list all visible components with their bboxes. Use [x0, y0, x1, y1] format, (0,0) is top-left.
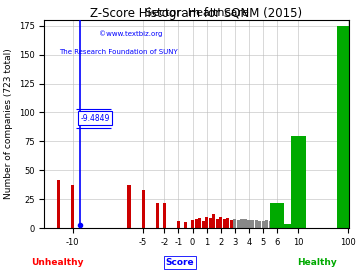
Text: Unhealthy: Unhealthy: [31, 258, 84, 267]
Text: The Research Foundation of SUNY: The Research Foundation of SUNY: [59, 49, 178, 55]
Text: ©www.textbiz.org: ©www.textbiz.org: [99, 30, 162, 37]
Bar: [291, 136, 306, 228]
Text: -9.4849: -9.4849: [81, 114, 110, 123]
Bar: [277, 222, 280, 228]
Bar: [343, 219, 354, 228]
Bar: [209, 218, 212, 228]
Bar: [269, 221, 272, 228]
Bar: [177, 221, 180, 228]
Bar: [288, 224, 291, 228]
Bar: [276, 222, 279, 228]
Bar: [284, 224, 287, 228]
Bar: [281, 222, 284, 228]
Bar: [71, 185, 74, 228]
Y-axis label: Number of companies (723 total): Number of companies (723 total): [4, 49, 13, 200]
Bar: [258, 221, 261, 228]
Bar: [216, 219, 219, 228]
Text: Score: Score: [166, 258, 194, 267]
Bar: [262, 221, 265, 228]
Bar: [194, 219, 198, 228]
Bar: [223, 219, 226, 228]
Bar: [219, 217, 222, 228]
Bar: [244, 219, 247, 228]
Bar: [296, 225, 299, 228]
Bar: [141, 190, 145, 228]
Bar: [255, 220, 258, 228]
Bar: [247, 220, 251, 228]
Bar: [289, 224, 292, 228]
Bar: [127, 185, 131, 228]
Bar: [233, 219, 237, 228]
Bar: [265, 220, 268, 228]
Bar: [198, 218, 201, 228]
Title: Z-Score Histogram for SQNM (2015): Z-Score Histogram for SQNM (2015): [90, 7, 303, 20]
Bar: [294, 225, 297, 228]
Bar: [202, 221, 205, 228]
Bar: [57, 180, 60, 228]
Bar: [286, 224, 289, 228]
Bar: [278, 222, 282, 228]
Bar: [163, 203, 166, 228]
Bar: [184, 222, 187, 228]
Bar: [292, 225, 295, 228]
Bar: [290, 225, 293, 228]
Bar: [282, 224, 285, 228]
Bar: [285, 224, 288, 228]
Text: Healthy: Healthy: [297, 258, 337, 267]
Bar: [293, 225, 296, 228]
Bar: [240, 219, 244, 228]
Bar: [337, 26, 359, 228]
Bar: [156, 203, 159, 228]
Bar: [272, 221, 275, 228]
Bar: [237, 220, 240, 228]
Bar: [205, 217, 208, 228]
Bar: [251, 220, 254, 228]
Text: Sector: Healthcare: Sector: Healthcare: [145, 8, 248, 18]
Bar: [270, 203, 284, 228]
Bar: [212, 214, 215, 228]
Bar: [226, 218, 229, 228]
Bar: [230, 220, 233, 228]
Bar: [191, 220, 194, 228]
Bar: [280, 222, 283, 228]
